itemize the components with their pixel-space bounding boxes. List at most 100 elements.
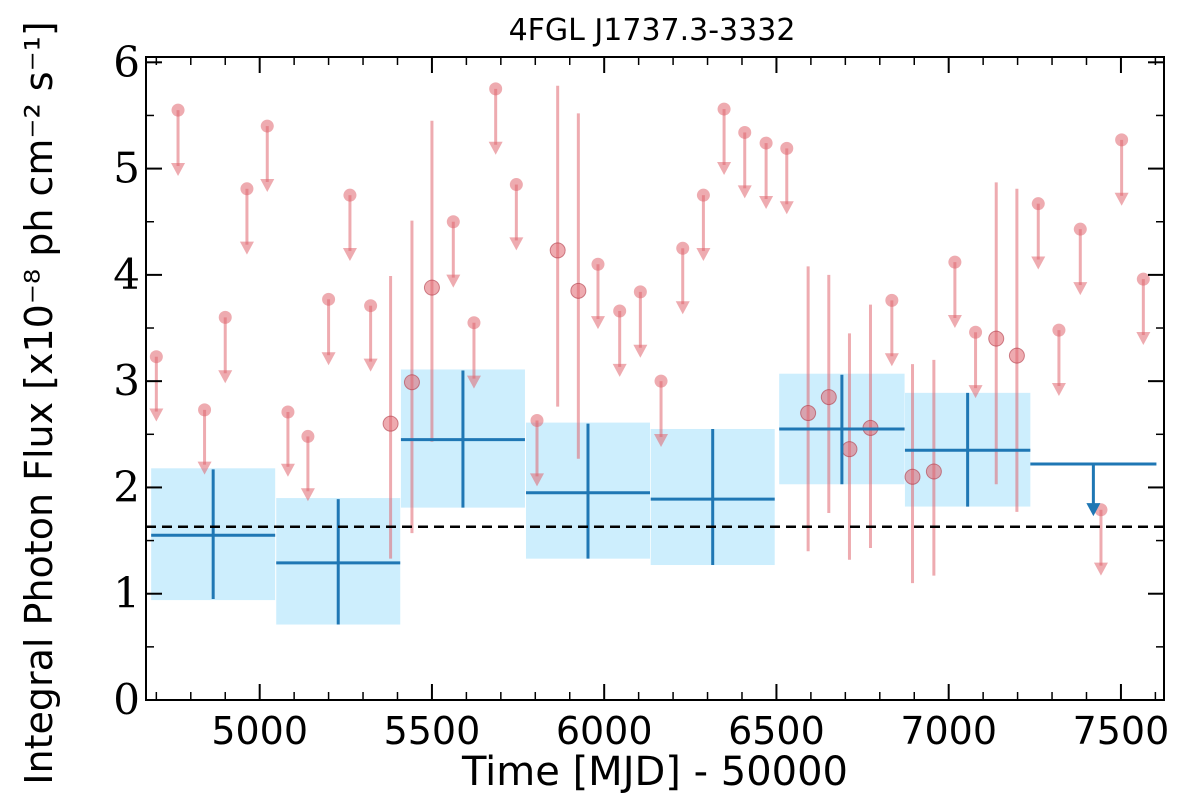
- upper-limit-arrow: [633, 344, 648, 358]
- y-tick-label: 1: [113, 569, 140, 618]
- data-point: [841, 441, 858, 458]
- data-point: [820, 389, 837, 406]
- upper-limit-marker: [1052, 323, 1066, 337]
- upper-limit-marker: [591, 257, 605, 271]
- y-tick-label: 3: [113, 356, 140, 405]
- upper-limit-marker: [218, 310, 232, 324]
- upper-limit-marker: [198, 403, 212, 417]
- upper-limit-arrow: [197, 461, 212, 475]
- upper-limit-arrow: [171, 163, 186, 177]
- data-point: [988, 330, 1005, 347]
- upper-limit-arrow: [446, 274, 461, 288]
- upper-limit-arrow: [779, 201, 794, 215]
- upper-limit-arrow: [260, 178, 275, 192]
- upper-limit-arrow: [1051, 383, 1066, 397]
- y-axis-label: Integral Photon Flux [x10⁻⁸ ph cm⁻² s⁻¹]: [17, 21, 61, 784]
- x-tick-label: 6500: [728, 709, 825, 753]
- upper-limit-arrow: [675, 301, 690, 315]
- upper-limit-marker: [1073, 222, 1087, 236]
- upper-limit-arrow: [590, 316, 605, 330]
- upper-limit-arrow: [1136, 332, 1151, 346]
- upper-limit-marker: [260, 119, 274, 133]
- upper-limit-arrow: [363, 358, 378, 372]
- upper-limit-marker: [1136, 272, 1150, 286]
- y-tick-label: 4: [113, 250, 140, 299]
- upper-limit-arrow: [466, 375, 481, 389]
- upper-limit-marker: [301, 429, 315, 443]
- upper-limit-arrow: [1073, 282, 1088, 296]
- upper-limit-arrow: [696, 248, 711, 262]
- upper-limit-marker: [322, 292, 336, 306]
- y-tick-label: 2: [113, 462, 140, 511]
- upper-limit-arrow: [968, 385, 983, 399]
- upper-limit-arrow: [612, 363, 627, 377]
- upper-limit-marker: [149, 350, 163, 364]
- data-point: [549, 242, 566, 259]
- upper-limit-marker: [343, 188, 357, 202]
- upper-limit-marker: [530, 413, 544, 427]
- data-point: [904, 468, 921, 485]
- x-tick-label: 7000: [900, 709, 997, 753]
- upper-limit-marker: [489, 82, 503, 96]
- upper-limit-arrow: [280, 463, 295, 477]
- upper-limit-arrow: [759, 195, 774, 209]
- upper-limit-marker: [780, 141, 794, 155]
- upper-limit-marker: [446, 215, 460, 229]
- upper-limit-marker: [969, 325, 983, 339]
- upper-limit-arrow: [1031, 256, 1046, 270]
- data-point: [382, 415, 399, 432]
- upper-limit-marker: [467, 316, 481, 330]
- data-point: [423, 279, 440, 296]
- y-tick-label: 0: [113, 675, 140, 724]
- upper-limit-arrow: [488, 141, 503, 155]
- upper-limit-marker: [1031, 197, 1045, 211]
- upper-limit-marker: [171, 103, 185, 117]
- upper-limit-marker: [281, 405, 295, 419]
- upper-limit-arrow: [218, 370, 233, 384]
- plot-area: [146, 82, 1164, 625]
- plot-frame: [145, 56, 1165, 701]
- upper-limit-arrow: [239, 241, 254, 255]
- x-axis-label: Time [MJD] - 50000: [461, 749, 848, 795]
- upper-limit-marker: [633, 285, 647, 299]
- upper-limit-arrow: [1093, 562, 1108, 576]
- upper-limit-marker: [738, 125, 752, 139]
- upper-limit-arrow: [300, 488, 315, 502]
- upper-limit-marker: [885, 293, 899, 307]
- coarse-upper-limit-arrow: [1086, 503, 1101, 517]
- upper-limit-marker: [717, 102, 731, 116]
- upper-limit-arrow: [342, 248, 357, 262]
- upper-limit-marker: [676, 241, 690, 255]
- x-tick-label: 6000: [556, 709, 653, 753]
- upper-limit-arrow: [1114, 192, 1129, 206]
- upper-limit-arrow: [530, 473, 545, 487]
- upper-limit-marker: [759, 136, 773, 150]
- x-tick-label: 5000: [211, 709, 308, 753]
- axis-ticks: 0 1 2 3 4 5 6 5000 5500 6000 6500 7000 7500: [113, 37, 1169, 753]
- upper-limit-marker: [240, 182, 254, 196]
- upper-limit-marker: [696, 188, 710, 202]
- chart-title: 4FGL J1737.3-3332: [509, 13, 796, 48]
- x-tick-label: 5500: [384, 709, 481, 753]
- upper-limit-marker: [1115, 133, 1129, 147]
- upper-limit-marker: [364, 299, 378, 313]
- data-point: [403, 374, 420, 391]
- upper-limit-marker: [509, 178, 523, 192]
- upper-limit-arrow: [321, 352, 336, 366]
- upper-limit-arrow: [884, 353, 899, 367]
- y-tick-label: 5: [113, 144, 140, 193]
- upper-limit-marker: [613, 304, 627, 318]
- upper-limit-marker: [654, 374, 668, 388]
- upper-limit-marker: [948, 255, 962, 269]
- upper-limit-arrow: [947, 315, 962, 329]
- data-point: [1008, 347, 1025, 364]
- upper-limit-arrow: [509, 237, 524, 251]
- data-point: [570, 282, 587, 299]
- upper-limit-arrow: [654, 434, 669, 448]
- data-point: [925, 463, 942, 480]
- upper-limit-arrow: [717, 161, 732, 175]
- data-point: [800, 405, 817, 422]
- upper-limit-arrow: [149, 408, 164, 422]
- y-tick-label: 6: [113, 37, 140, 86]
